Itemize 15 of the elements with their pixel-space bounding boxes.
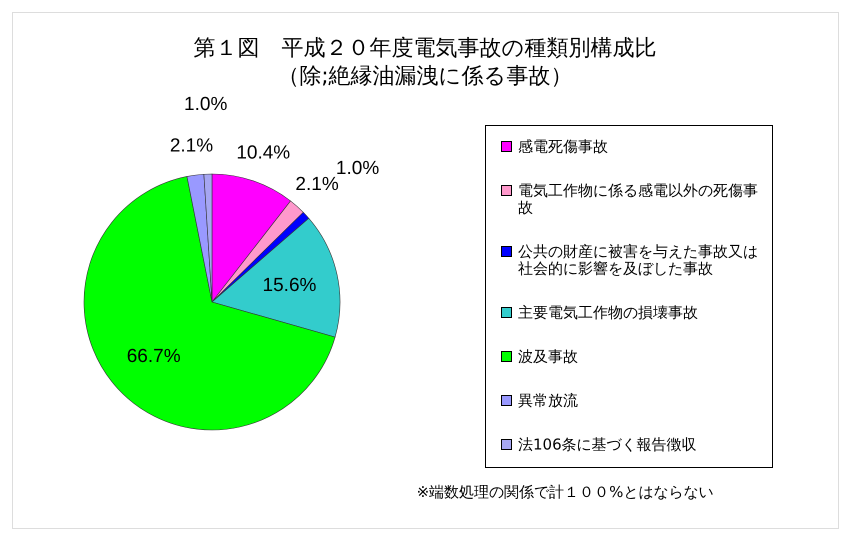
data-label: 66.7% — [126, 346, 181, 367]
legend-label: 波及事故 — [518, 348, 578, 366]
chart-title: 第１図 平成２０年度電気事故の種類別構成比 — [194, 36, 656, 61]
legend-label: 感電死傷事故 — [518, 138, 608, 156]
legend-label: 主要電気工作物の損壊事故 — [518, 304, 698, 322]
legend-label: 異常放流 — [518, 392, 578, 410]
text: ※端数処理の関係で計１００%とはならない — [416, 483, 714, 501]
data-label: 2.1% — [170, 135, 214, 156]
chart-subtitle: （除;絶縁油漏洩に係る事故） — [277, 64, 573, 89]
data-label: 1.0% — [184, 94, 228, 116]
data-label: 10.4% — [236, 142, 290, 164]
legend-label: 電気工作物に係る感電以外の死傷事故 — [518, 182, 758, 216]
legend-label: 法106条に基づく報告徴収 — [518, 436, 697, 454]
data-label: 15.6% — [262, 274, 317, 296]
legend-label: 公共の財産に被害を与えた事故又は社会的に影響を及ぼした事故 — [518, 242, 758, 278]
